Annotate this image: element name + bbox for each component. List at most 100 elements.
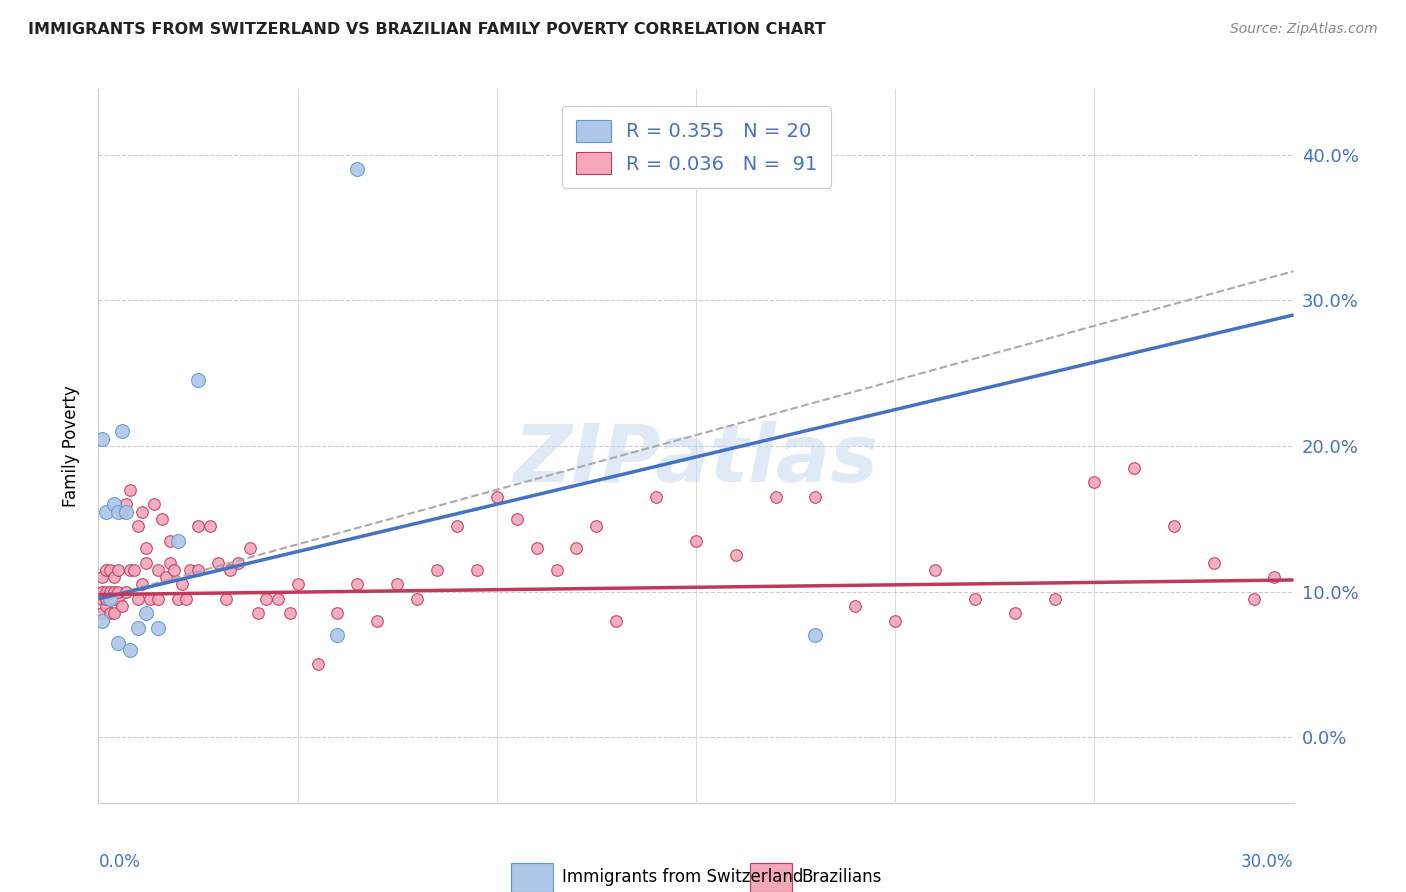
Point [120, 643, 142, 657]
Point [107, 504, 129, 518]
Point [150, 512, 173, 526]
Point [267, 591, 290, 606]
Point [1163, 519, 1185, 533]
Point [446, 519, 468, 533]
Point [167, 533, 190, 548]
Point [139, 591, 162, 606]
Point [91, 607, 114, 621]
Point [1043, 591, 1066, 606]
Point [924, 563, 946, 577]
Text: ZIPatlas: ZIPatlas [513, 421, 879, 500]
Point [127, 519, 149, 533]
Point [135, 607, 157, 621]
Text: Brazilians: Brazilians [801, 868, 882, 886]
Point [326, 607, 349, 621]
Point [884, 614, 907, 628]
Point [100, 584, 122, 599]
Point [219, 563, 242, 577]
Point [100, 563, 122, 577]
Point [207, 556, 229, 570]
Point [96, 563, 118, 577]
Point [135, 541, 157, 555]
Point [1202, 556, 1225, 570]
Point [115, 504, 138, 518]
Point [167, 591, 190, 606]
Point [506, 512, 529, 526]
Point [115, 584, 138, 599]
Point [406, 591, 429, 606]
Point [1263, 570, 1285, 584]
Point [103, 607, 125, 621]
Point [131, 577, 153, 591]
Point [605, 614, 627, 628]
Point [485, 490, 508, 504]
Legend: R = 0.355   N = 20, R = 0.036   N =  91: R = 0.355 N = 20, R = 0.036 N = 91 [562, 106, 831, 188]
Point [103, 497, 125, 511]
Point [198, 519, 221, 533]
Point [96, 504, 118, 518]
Point [187, 519, 209, 533]
Point [107, 635, 129, 649]
Point [111, 425, 134, 439]
Point [120, 483, 142, 497]
Point [111, 504, 134, 518]
Point [804, 628, 827, 642]
Point [215, 591, 238, 606]
Point [163, 563, 186, 577]
Point [127, 591, 149, 606]
Point [124, 563, 146, 577]
Point [91, 584, 114, 599]
Point [187, 374, 209, 388]
Point [1083, 475, 1105, 490]
Point [91, 591, 114, 606]
Y-axis label: Family Poverty: Family Poverty [62, 385, 80, 507]
Point [172, 577, 194, 591]
Point [127, 621, 149, 635]
Point [844, 599, 866, 614]
Point [963, 591, 986, 606]
Point [254, 591, 277, 606]
Point [96, 584, 118, 599]
Point [107, 563, 129, 577]
Point [1243, 591, 1265, 606]
Point [148, 621, 170, 635]
Point [135, 556, 157, 570]
Point [100, 591, 122, 606]
Point [107, 584, 129, 599]
Point [385, 577, 409, 591]
Point [426, 563, 449, 577]
Point [307, 657, 329, 672]
Point [107, 591, 129, 606]
Point [565, 541, 588, 555]
Point [111, 599, 134, 614]
Point [346, 162, 368, 177]
Point [100, 591, 122, 606]
Point [366, 614, 388, 628]
Point [585, 519, 607, 533]
Point [346, 577, 368, 591]
Point [1123, 460, 1146, 475]
Point [179, 563, 201, 577]
Point [91, 614, 114, 628]
Point [765, 490, 787, 504]
Point [724, 548, 747, 562]
Point [131, 504, 153, 518]
Point [174, 591, 197, 606]
Point [804, 490, 827, 504]
Point [526, 541, 548, 555]
Point [100, 607, 122, 621]
Point [278, 607, 301, 621]
Point [115, 497, 138, 511]
Point [155, 570, 177, 584]
Point [103, 570, 125, 584]
Point [96, 591, 118, 606]
Point [148, 563, 170, 577]
Point [96, 599, 118, 614]
Text: 0.0%: 0.0% [98, 853, 141, 871]
Point [91, 432, 114, 446]
Point [685, 533, 707, 548]
Point [103, 591, 125, 606]
FancyBboxPatch shape [510, 863, 553, 892]
Point [645, 490, 668, 504]
Point [148, 591, 170, 606]
